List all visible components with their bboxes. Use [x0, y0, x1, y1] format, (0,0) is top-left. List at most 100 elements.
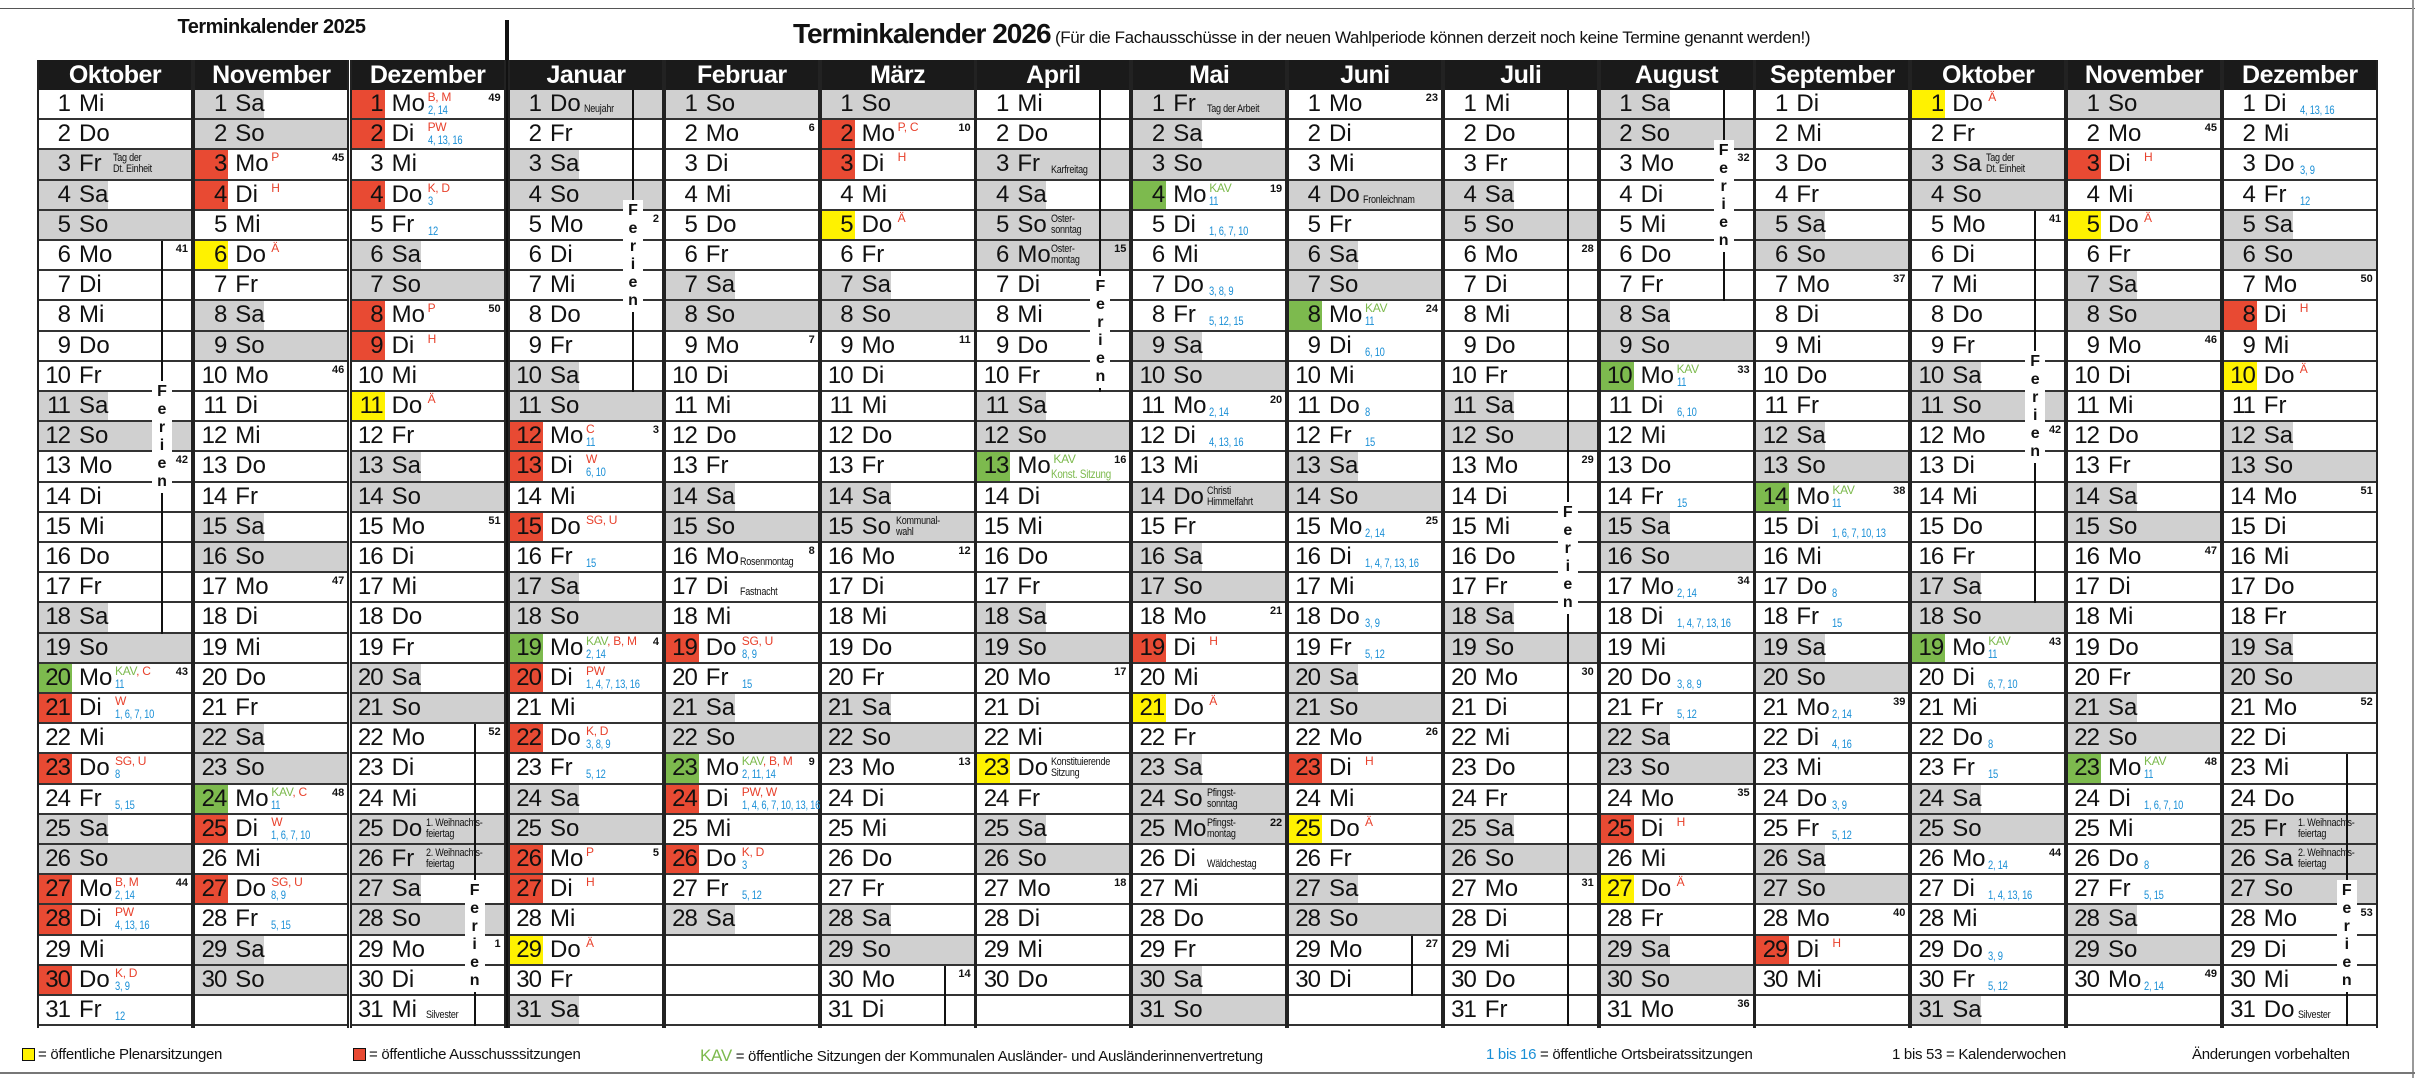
weekday: Do — [235, 241, 266, 268]
session-codes: P — [586, 846, 594, 858]
weekday: Mi — [1640, 210, 1666, 238]
day-number: 24 — [2074, 784, 2100, 812]
weekday: Sa — [550, 150, 580, 178]
month-header: Oktober — [1912, 60, 2065, 90]
kav-label: KAV — [1053, 452, 1076, 467]
day-row: 15 Fr — [1133, 512, 1286, 543]
day-note: 2. Weihnachts- feiertag — [2297, 847, 2355, 870]
day-row: 8 Mo KAV 11 24 — [1289, 301, 1441, 332]
calendar-week: 16 — [1114, 454, 1127, 467]
session-codes: Ä — [1988, 91, 1996, 103]
weekday: Di — [2108, 361, 2131, 389]
empty-row — [1756, 996, 1909, 1027]
calendar-week: 39 — [1893, 696, 1906, 708]
weekday: So — [1173, 150, 1203, 178]
day-number: 3 — [195, 150, 229, 179]
day-number: 26 — [665, 845, 699, 874]
month-header: Februar — [665, 60, 818, 90]
day-number: 17 — [1918, 573, 1944, 601]
day-number: 20 — [201, 663, 228, 691]
day-number: 22 — [357, 724, 384, 752]
day-row: 10 Fr — [1444, 361, 1597, 392]
committee-codes: B, M — [763, 754, 793, 768]
day-number: 1 — [57, 90, 71, 117]
weekday: Mo — [1484, 875, 1519, 903]
day-row: 3 Fr Karfreitag — [977, 150, 1130, 181]
ferien-label: F e r i e n — [2336, 879, 2357, 992]
day-row: 20 Fr — [2068, 663, 2220, 694]
ortsbeirat-numbers: 4, 13, 16 — [2299, 103, 2335, 117]
calendar-week: 52 — [488, 726, 501, 739]
day-row: 2 Di — [1289, 120, 1441, 151]
weekday: Sa — [1484, 180, 1515, 208]
day-row: 17 Di — [2068, 573, 2220, 604]
weekday: Do — [2263, 573, 2295, 601]
ortsbeirat-numbers: 4, 16 — [1832, 737, 1853, 752]
committee-codes: H — [271, 180, 280, 195]
day-row: 9 Fr — [510, 331, 662, 362]
ortsbeirat-numbers: 2, 14 — [1365, 525, 1385, 540]
weekday: Do — [79, 965, 110, 993]
day-number: 7 — [684, 271, 697, 299]
day-row: 30 Do — [977, 965, 1130, 996]
weekday: Mi — [550, 905, 576, 933]
day-row: 31 Mi Silvester — [351, 996, 504, 1027]
weekday: Do — [1796, 361, 1828, 389]
day-number: 17 — [357, 573, 384, 601]
day-number: 19 — [1295, 633, 1321, 661]
day-number: 2 — [996, 120, 1009, 148]
weekday: Fr — [705, 875, 729, 903]
day-number: 3 — [821, 150, 855, 179]
day-row: 2 So — [195, 120, 348, 151]
weekday: Mo — [861, 120, 895, 148]
weekday: Mi — [1329, 361, 1355, 389]
weekday: Mo — [705, 331, 740, 359]
day-row: 5 Fr — [1289, 210, 1441, 241]
day-row: 18 So — [1912, 603, 2065, 634]
day-row: 23 Mo KAV 11 48 — [2068, 754, 2220, 785]
day-row: 15 Mo 2, 14 25 — [1289, 512, 1441, 543]
day-row: 18 Sa — [39, 603, 191, 634]
day-number: 13 — [510, 452, 543, 481]
weekday: Do — [79, 331, 110, 359]
committee-codes: H — [1676, 814, 1686, 829]
ortsbeirat-numbers: 15 — [1988, 767, 1999, 782]
calendar-week: 13 — [958, 756, 971, 769]
day-row: 19 Fr 5, 12 — [1289, 633, 1441, 664]
day-row: 1 So — [2068, 90, 2220, 121]
weekday: Mo — [2108, 120, 2142, 148]
day-row: 30 So — [195, 965, 348, 996]
day-number: 10 — [1139, 361, 1165, 389]
day-number: 4 — [351, 180, 385, 209]
day-number: 30 — [1762, 965, 1789, 993]
committee-codes: K, D — [741, 845, 764, 859]
weekday: Mo — [1329, 724, 1363, 752]
weekday: Fr — [79, 996, 102, 1023]
day-row: 19 Di H — [1133, 633, 1286, 664]
day-row: 27 Do SG, U 8, 9 — [195, 875, 348, 906]
session-codes: Ä — [1677, 876, 1685, 888]
weekday: Mo — [2263, 694, 2298, 721]
day-number: 6 — [684, 241, 697, 268]
weekday: Mi — [550, 271, 576, 299]
weekday: Do — [861, 845, 893, 872]
day-number: 20 — [1762, 663, 1789, 691]
weekday: Mi — [1484, 301, 1511, 329]
day-number: 29 — [357, 935, 384, 963]
calendar-week: 3 — [652, 424, 659, 437]
weekday: Fr — [861, 452, 885, 480]
ortsbeirat-numbers: 2, 14 — [1832, 707, 1853, 721]
day-number: 29 — [2230, 935, 2256, 963]
ortsbeirat-numbers: 2, 11, 14 — [741, 767, 776, 782]
ortsbeirat-numbers: 8 — [2144, 858, 2149, 872]
day-number: 4 — [1930, 180, 1944, 208]
day-number: 11 — [1141, 392, 1165, 419]
empty-row — [2068, 996, 2220, 1027]
day-row: 6 So — [1756, 241, 1909, 272]
session-codes: W — [271, 816, 282, 828]
committee-codes: PW — [115, 905, 134, 920]
session-codes: Ä — [2300, 363, 2308, 375]
day-number: 21 — [39, 694, 72, 723]
day-row: 12 Mi — [1600, 422, 1753, 453]
